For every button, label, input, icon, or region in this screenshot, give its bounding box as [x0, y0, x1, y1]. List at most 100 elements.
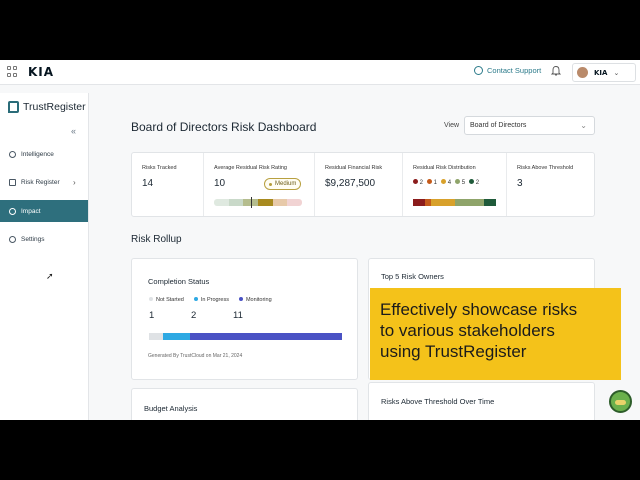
- eye-icon: [9, 150, 16, 158]
- distribution-count: 2: [474, 180, 480, 186]
- stat-label: Residual Financial Risk: [325, 165, 383, 171]
- list-icon: [9, 178, 16, 186]
- chevron-down-icon: ⌄: [580, 121, 587, 130]
- status-badge: Medium: [264, 178, 301, 190]
- sidebar: TrustRegister « Intelligence Risk Regist…: [0, 93, 89, 420]
- distribution-segment: [430, 199, 455, 206]
- card-title: Risks Above Threshold Over Time: [381, 397, 495, 406]
- distribution-dot: [455, 179, 461, 184]
- stat-label: Residual Risk Distribution: [413, 165, 476, 171]
- sidebar-item-intelligence[interactable]: Intelligence: [0, 143, 88, 165]
- bell-icon[interactable]: [551, 65, 561, 76]
- stat-risks-tracked: Risks Tracked 14: [132, 153, 204, 216]
- sidebar-item-label: Intelligence: [21, 150, 54, 158]
- page-title: Board of Directors Risk Dashboard: [131, 120, 317, 134]
- trustregister-logo-icon: [8, 101, 19, 113]
- chevron-down-icon: ⌄: [613, 69, 620, 77]
- sidebar-item-label: Impact: [21, 207, 41, 215]
- rating-needle: [250, 197, 252, 208]
- app-window: KIA Contact Support KIA ⌄ TrustRegister …: [0, 60, 640, 420]
- distribution-dot: [469, 179, 475, 184]
- app-grid-icon[interactable]: [7, 66, 18, 77]
- distribution-count: 1: [432, 180, 438, 186]
- stat-value: 10: [214, 178, 226, 189]
- threshold-over-time-card: Risks Above Threshold Over Time: [368, 382, 595, 420]
- legend-label: Not Started: [156, 297, 184, 303]
- legend-item: In Progress: [193, 297, 229, 303]
- sidebar-item-label: Risk Register: [21, 178, 60, 186]
- wifi-icon: [9, 207, 16, 215]
- brand-name: TrustRegister: [23, 101, 86, 113]
- support-icon: [474, 66, 483, 75]
- distribution-item: 2: [413, 179, 423, 186]
- legend-item: Not Started: [149, 297, 184, 303]
- legend-dot: [238, 297, 243, 301]
- distribution-count: 4: [446, 180, 452, 186]
- stat-financial-risk: Residual Financial Risk $9,287,500: [315, 153, 403, 216]
- mascot-icon[interactable]: [609, 390, 632, 413]
- stats-card: Risks Tracked 14 Average Residual Risk R…: [131, 152, 595, 217]
- distribution-segment: [484, 199, 496, 206]
- rating-gauge: [214, 199, 302, 206]
- distribution-segment: [424, 199, 431, 206]
- budget-analysis-card: Budget Analysis: [131, 388, 358, 420]
- completion-segment: [149, 333, 163, 340]
- stat-value: 3: [517, 178, 523, 189]
- sidebar-item-risk-register[interactable]: Risk Register ›: [0, 171, 88, 193]
- account-menu[interactable]: KIA ⌄: [572, 63, 636, 82]
- distribution-segment: [454, 199, 485, 206]
- sidebar-brand[interactable]: TrustRegister: [8, 101, 86, 113]
- stat-label: Risks Tracked: [142, 165, 177, 171]
- stat-label: Average Residual Risk Rating: [214, 165, 287, 171]
- chevron-right-icon: ›: [73, 177, 76, 187]
- completion-legend: Not Started In Progress Monitoring: [149, 297, 272, 303]
- promo-line: Effectively showcase risks: [380, 300, 578, 319]
- completion-status-card: Completion Status Not Started In Progress…: [131, 258, 358, 380]
- view-select-value: Board of Directors: [470, 122, 527, 129]
- completion-segment: [162, 333, 191, 340]
- legend-label: Monitoring: [245, 297, 272, 303]
- card-title: Budget Analysis: [144, 404, 198, 413]
- gear-icon: [9, 235, 16, 243]
- distribution-item: 1: [427, 179, 437, 186]
- in-progress-count: 2: [191, 310, 197, 321]
- distribution-count: 2: [418, 180, 424, 186]
- stat-above-threshold: Risks Above Threshold 3: [507, 153, 595, 216]
- legend-dot: [149, 297, 153, 301]
- stat-value: 14: [142, 178, 154, 189]
- avatar: [577, 67, 588, 78]
- completion-segment: [190, 333, 342, 340]
- sidebar-item-impact[interactable]: Impact: [0, 200, 88, 222]
- distribution-dot: [427, 179, 433, 184]
- monitoring-count: 11: [233, 310, 243, 321]
- distribution-legend: 2 1 4 5 2: [413, 179, 479, 186]
- distribution-count: 5: [460, 180, 466, 186]
- sidebar-item-settings[interactable]: Settings: [0, 228, 88, 250]
- brand-logo[interactable]: KIA: [28, 65, 55, 79]
- generated-note: Generated By TrustCloud on Mar 21, 2024: [148, 353, 243, 359]
- card-title: Top 5 Risk Owners: [381, 272, 444, 281]
- view-select[interactable]: Board of Directors ⌄: [464, 116, 595, 135]
- distribution-item: 4: [441, 179, 451, 186]
- promo-banner: Effectively showcase risks to various st…: [370, 288, 621, 380]
- distribution-item: 2: [469, 179, 479, 186]
- distribution-item: 5: [455, 179, 465, 186]
- stat-value: $9,287,500: [325, 178, 376, 189]
- mouse-pointer-icon: ➚: [46, 271, 54, 281]
- collapse-sidebar-icon[interactable]: «: [71, 126, 77, 136]
- distribution-dot: [441, 179, 447, 184]
- section-title: Risk Rollup: [131, 234, 182, 245]
- distribution-bar: [413, 199, 496, 206]
- distribution-segment: [413, 199, 425, 206]
- stat-label: Risks Above Threshold: [517, 165, 574, 171]
- contact-support-label: Contact Support: [487, 66, 542, 75]
- distribution-dot: [413, 179, 418, 184]
- view-label: View: [444, 122, 460, 129]
- contact-support-link[interactable]: Contact Support: [474, 66, 541, 75]
- stat-average-rating: Average Residual Risk Rating 10 Medium: [204, 153, 315, 216]
- legend-dot: [193, 297, 198, 301]
- promo-line: using TrustRegister: [380, 342, 527, 361]
- top-bar: KIA Contact Support KIA ⌄: [0, 60, 640, 85]
- completion-bar: [149, 333, 342, 340]
- legend-item: Monitoring: [238, 297, 272, 303]
